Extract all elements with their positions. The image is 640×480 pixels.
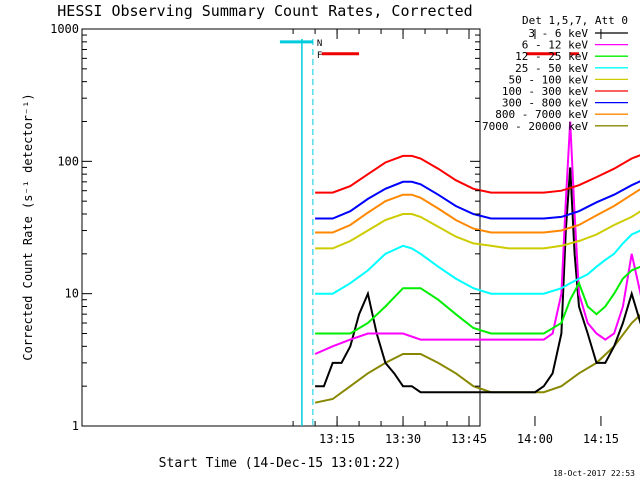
x-tick-label: 14:15 xyxy=(583,432,619,446)
series-line xyxy=(315,210,640,250)
legend-entry-label: 100 - 300 keV xyxy=(502,85,588,98)
series-line xyxy=(315,188,640,234)
series-line xyxy=(314,121,640,355)
x-tick-label: 13:15 xyxy=(319,432,355,446)
plot-area: NF xyxy=(279,39,640,426)
x-axis-label: Start Time (14-Dec-15 13:01:22) xyxy=(159,456,402,471)
series-line xyxy=(315,180,640,220)
flare-flag-label: F xyxy=(317,51,322,61)
y-tick-label: 1000 xyxy=(50,22,79,36)
plot-frame xyxy=(81,28,481,427)
x-tick-label: 14:00 xyxy=(517,432,553,446)
chart-title: HESSI Observing Summary Count Rates, Cor… xyxy=(57,2,472,20)
series-line xyxy=(315,167,640,394)
y-axis: 1 10 100 1000 xyxy=(50,22,480,433)
legend-entry-label: 3 - 6 keV xyxy=(528,27,588,40)
legend-entry-label: 6 - 12 keV xyxy=(522,39,589,52)
series-line xyxy=(315,154,640,194)
y-tick-label: 10 xyxy=(65,287,79,301)
legend-entry-label: 300 - 800 keV xyxy=(502,97,588,110)
series-line xyxy=(315,229,640,295)
legend-entry-label: 25 - 50 keV xyxy=(515,62,588,75)
legend-entry-label: 7000 - 20000 keV xyxy=(482,120,588,133)
series-line xyxy=(315,265,640,335)
y-axis-label: Corrected Count Rate (s⁻¹ detector⁻¹) xyxy=(21,93,35,360)
legend-entry-label: 12 - 25 keV xyxy=(515,50,588,63)
legend-entry-label: 50 - 100 keV xyxy=(509,73,589,86)
y-tick-label: 100 xyxy=(57,154,79,168)
footer-timestamp: 18-Oct-2017 22:53 xyxy=(553,469,635,478)
x-tick-label: 13:45 xyxy=(451,432,487,446)
attenuator-flag-label: N xyxy=(317,39,322,49)
legend-entry-label: 800 - 7000 keV xyxy=(495,108,588,121)
x-tick-label: 13:30 xyxy=(385,432,421,446)
y-tick-label: 1 xyxy=(72,419,79,433)
legend-title: Det 1,5,7, Att 0 xyxy=(522,14,628,27)
